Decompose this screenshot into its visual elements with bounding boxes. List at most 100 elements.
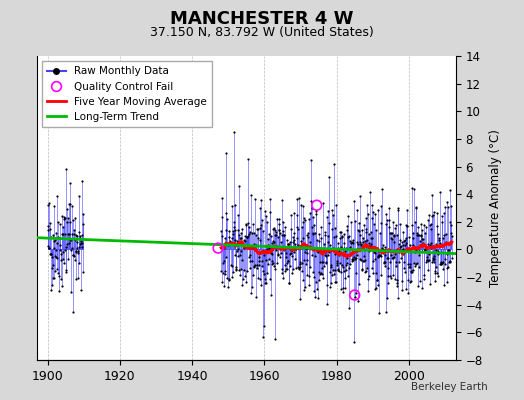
Point — [252, 242, 260, 248]
Point — [271, 232, 279, 238]
Point — [68, 245, 76, 251]
Point — [232, 266, 241, 272]
Point — [238, 241, 247, 248]
Point — [398, 229, 407, 235]
Point — [58, 231, 66, 237]
Point — [258, 263, 266, 269]
Point — [377, 272, 386, 279]
Point — [346, 238, 354, 244]
Point — [370, 210, 379, 217]
Point — [390, 276, 399, 282]
Point — [248, 284, 256, 290]
Point — [356, 242, 365, 248]
Point — [226, 240, 234, 247]
Point — [373, 244, 381, 251]
Point — [243, 234, 251, 240]
Point — [303, 232, 311, 238]
Point — [416, 237, 424, 244]
Point — [269, 226, 277, 233]
Point — [375, 252, 383, 258]
Point — [371, 250, 379, 256]
Point — [343, 260, 352, 266]
Point — [279, 219, 287, 226]
Point — [385, 216, 394, 223]
Point — [360, 252, 368, 259]
Point — [416, 278, 424, 284]
Point — [411, 219, 419, 226]
Point — [307, 245, 315, 251]
Point — [291, 244, 300, 250]
Point — [396, 220, 405, 227]
Point — [313, 237, 322, 244]
Point — [276, 254, 285, 260]
Point — [320, 263, 328, 269]
Point — [339, 264, 347, 270]
Point — [253, 262, 261, 268]
Point — [219, 270, 227, 276]
Point — [250, 241, 259, 248]
Point — [310, 221, 318, 228]
Point — [74, 250, 82, 256]
Point — [418, 236, 426, 242]
Point — [224, 240, 233, 246]
Point — [407, 269, 416, 276]
Point — [411, 263, 419, 269]
Point — [441, 255, 450, 262]
Point — [70, 226, 79, 233]
Point — [287, 226, 295, 232]
Point — [225, 239, 234, 246]
Point — [43, 243, 52, 249]
Point — [321, 232, 330, 238]
Point — [374, 282, 383, 288]
Point — [343, 227, 352, 233]
Point — [425, 256, 433, 263]
Point — [361, 237, 369, 244]
Point — [48, 282, 56, 289]
Point — [420, 276, 428, 283]
Point — [435, 240, 444, 246]
Point — [72, 249, 80, 256]
Point — [253, 265, 261, 271]
Point — [300, 214, 309, 221]
Point — [57, 276, 65, 282]
Point — [232, 264, 240, 270]
Point — [397, 243, 405, 249]
Point — [380, 247, 388, 254]
Point — [325, 220, 333, 226]
Point — [433, 251, 442, 258]
Point — [363, 202, 371, 208]
Point — [382, 308, 390, 315]
Point — [58, 283, 67, 290]
Point — [296, 259, 304, 265]
Point — [351, 218, 359, 224]
Point — [325, 249, 334, 256]
Point — [248, 257, 256, 264]
Point — [362, 226, 370, 232]
Point — [73, 239, 81, 246]
Point — [265, 244, 274, 250]
Point — [344, 234, 352, 240]
Point — [444, 247, 452, 254]
Point — [366, 244, 375, 250]
Point — [265, 231, 274, 237]
Point — [232, 267, 240, 274]
Point — [406, 264, 414, 270]
Point — [359, 238, 368, 245]
Point — [264, 235, 272, 242]
Point — [240, 243, 248, 249]
Point — [334, 266, 342, 272]
Point — [348, 258, 356, 264]
Point — [330, 271, 339, 277]
Point — [392, 263, 400, 269]
Point — [265, 245, 273, 251]
Point — [295, 265, 303, 272]
Point — [261, 256, 270, 263]
Point — [395, 241, 403, 248]
Point — [328, 272, 336, 278]
Point — [283, 260, 291, 266]
Point — [219, 195, 227, 201]
Point — [256, 237, 264, 243]
Point — [298, 235, 307, 241]
Point — [319, 259, 327, 266]
Point — [79, 221, 88, 227]
